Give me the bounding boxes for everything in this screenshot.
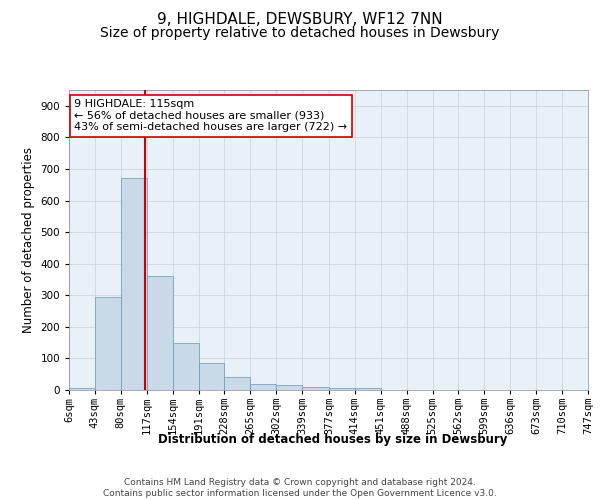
Bar [121,178,147,390]
Text: Distribution of detached houses by size in Dewsbury: Distribution of detached houses by size … [158,432,508,446]
Bar [277,386,302,390]
Bar [199,363,224,390]
Bar [69,388,95,390]
Bar [355,388,380,390]
Text: 9 HIGHDALE: 115sqm
← 56% of detached houses are smaller (933)
43% of semi-detach: 9 HIGHDALE: 115sqm ← 56% of detached hou… [74,99,347,132]
Text: Size of property relative to detached houses in Dewsbury: Size of property relative to detached ho… [100,26,500,40]
Bar [250,384,277,390]
Bar [224,378,250,390]
Text: 9, HIGHDALE, DEWSBURY, WF12 7NN: 9, HIGHDALE, DEWSBURY, WF12 7NN [157,12,443,28]
Bar [147,276,173,390]
Y-axis label: Number of detached properties: Number of detached properties [22,147,35,333]
Bar [302,387,329,390]
Bar [95,297,121,390]
Bar [329,388,355,390]
Bar [173,342,199,390]
Text: Contains HM Land Registry data © Crown copyright and database right 2024.
Contai: Contains HM Land Registry data © Crown c… [103,478,497,498]
